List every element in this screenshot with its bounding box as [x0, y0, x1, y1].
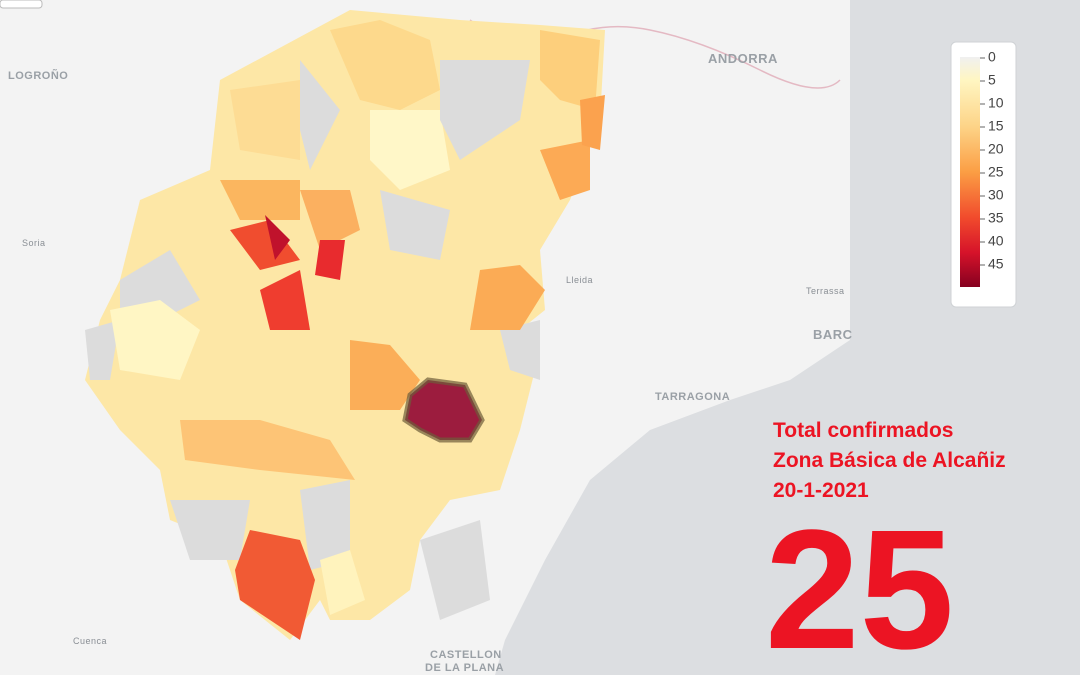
zoom-control[interactable] — [0, 0, 43, 9]
place-label: LOGROÑO — [8, 69, 68, 82]
region-no-data — [85, 320, 120, 380]
region — [220, 180, 300, 220]
place-label: Lleida — [566, 275, 593, 285]
region — [330, 20, 440, 110]
place-label: Cuenca — [73, 636, 107, 646]
region-base — [85, 10, 605, 640]
legend-tick-label: 45 — [988, 256, 1004, 272]
region-no-data — [500, 320, 540, 380]
legend-tick-label: 20 — [988, 141, 1004, 157]
region — [470, 265, 545, 330]
region — [235, 530, 315, 640]
place-label: TARRAGONA — [655, 391, 730, 403]
region — [580, 95, 605, 150]
legend-tick-label: 25 — [988, 164, 1004, 180]
place-label: ANDORRA — [708, 51, 778, 66]
region — [320, 550, 365, 615]
region — [260, 270, 310, 330]
legend-tick-label: 5 — [988, 72, 996, 88]
region — [300, 190, 360, 250]
region — [315, 240, 345, 280]
region-no-data — [440, 60, 530, 160]
place-label: CASTELLON — [430, 649, 502, 661]
overlay-line: 20-1-2021 — [773, 479, 869, 502]
region — [540, 30, 600, 110]
place-label: DE LA PLANA — [425, 662, 504, 674]
region — [110, 300, 200, 380]
region-no-data — [300, 60, 340, 170]
legend-gradient — [960, 57, 980, 287]
region — [265, 215, 290, 260]
region — [350, 340, 420, 410]
region — [230, 220, 300, 270]
place-label: Terrassa — [806, 286, 845, 296]
legend-tick-label: 40 — [988, 233, 1004, 249]
region-no-data — [380, 190, 450, 260]
overlay-total: 25 — [765, 495, 954, 675]
overlay-line: Zona Básica de Alcañiz — [773, 449, 1006, 472]
region-no-data — [300, 480, 350, 570]
legend-tick-label: 0 — [988, 49, 996, 65]
legend: 0 5 10 15 20 25 30 35 40 45 — [950, 41, 1017, 308]
region-no-data — [420, 520, 490, 620]
region-no-data — [120, 250, 200, 320]
legend-tick-label: 30 — [988, 187, 1004, 203]
legend-tick-label: 35 — [988, 210, 1004, 226]
legend-tick-label: 15 — [988, 118, 1004, 134]
place-label: Soria — [22, 238, 46, 248]
legend-tick-label: 10 — [988, 95, 1004, 111]
region-no-data — [170, 500, 250, 560]
region — [180, 420, 355, 480]
region-alcaniz — [402, 377, 485, 443]
region — [370, 110, 450, 190]
region — [540, 140, 590, 200]
overlay-line: Total confirmados — [773, 419, 953, 442]
region — [230, 80, 300, 160]
place-label: BARC — [813, 327, 853, 342]
